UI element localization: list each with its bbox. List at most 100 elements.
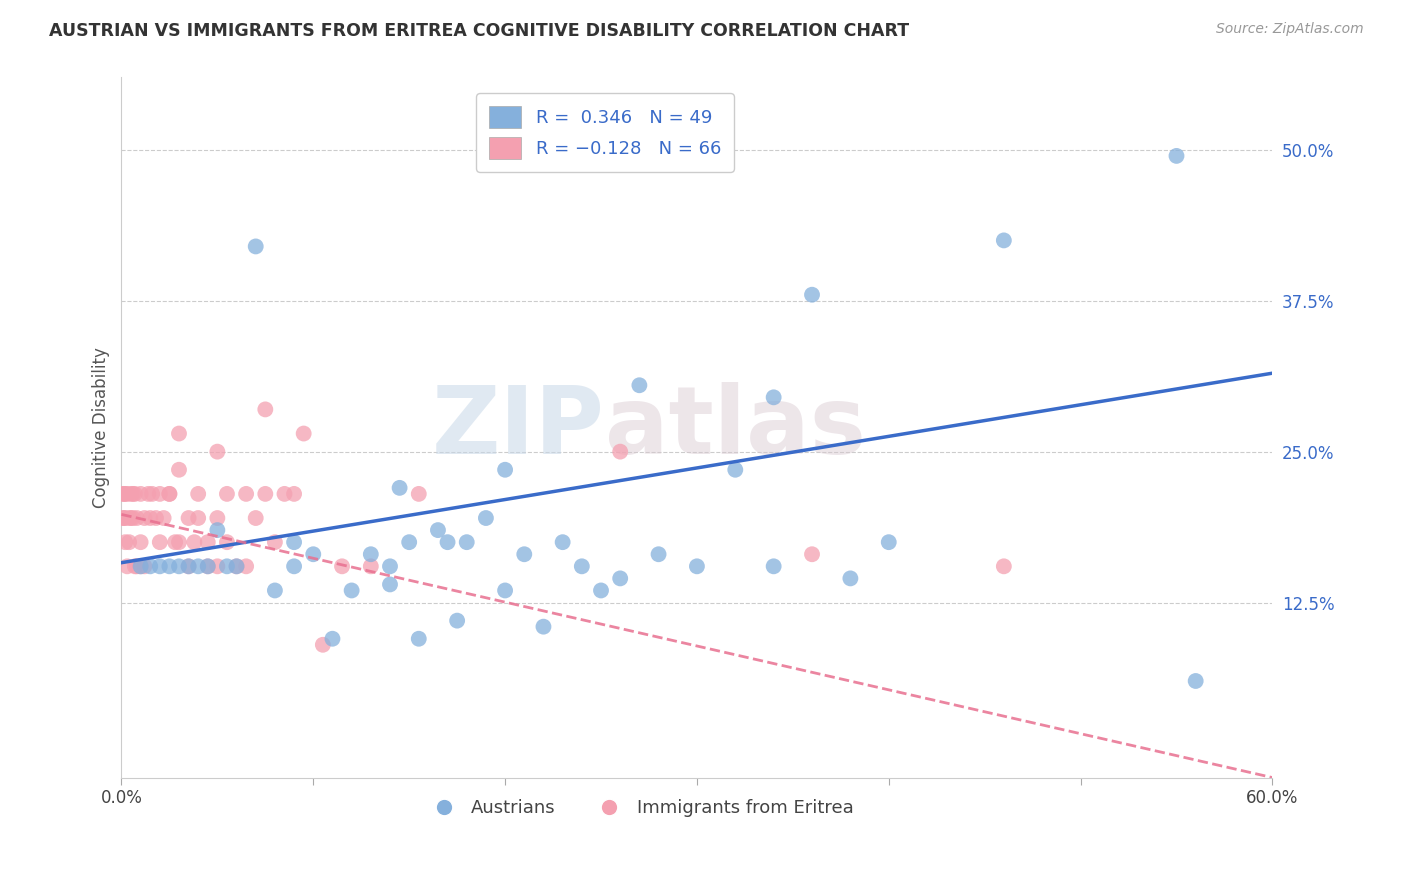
Point (183, 535, 205, 549)
Point (139, 511, 162, 525)
Point (112, 487, 135, 501)
Point (408, 632, 430, 646)
Point (141, 487, 163, 501)
Point (589, 583, 612, 598)
Point (197, 559, 219, 574)
Point (993, 234, 1015, 248)
Point (254, 487, 277, 501)
Point (197, 559, 219, 574)
Point (112, 511, 135, 525)
Point (167, 559, 190, 574)
Point (475, 511, 498, 525)
Point (167, 463, 190, 477)
Point (330, 559, 353, 574)
Point (114, 535, 136, 549)
Point (129, 535, 152, 549)
Point (207, 511, 229, 525)
Point (436, 535, 458, 549)
Point (283, 535, 305, 549)
Point (360, 547, 382, 561)
Point (762, 559, 785, 574)
Point (157, 487, 180, 501)
Point (125, 511, 148, 525)
Point (877, 535, 900, 549)
Text: atlas: atlas (605, 382, 866, 474)
Point (139, 559, 162, 574)
Point (124, 487, 146, 501)
Point (426, 523, 449, 537)
Point (152, 511, 174, 525)
Point (187, 487, 209, 501)
Point (398, 535, 420, 549)
Point (647, 547, 669, 561)
Point (177, 511, 200, 525)
Point (321, 632, 343, 646)
Point (207, 559, 229, 574)
Point (177, 559, 200, 574)
Point (245, 239, 267, 253)
Point (149, 535, 172, 549)
Point (801, 287, 824, 301)
Point (724, 463, 747, 477)
Point (273, 487, 295, 501)
Point (456, 535, 478, 549)
Point (115, 487, 138, 501)
Point (388, 481, 411, 495)
Point (839, 571, 862, 585)
Point (378, 577, 401, 591)
Point (264, 535, 287, 549)
Point (446, 614, 468, 628)
Point (264, 583, 287, 598)
Point (145, 511, 167, 525)
Point (1166, 149, 1188, 163)
Point (762, 390, 785, 404)
Point (207, 444, 229, 458)
Point (134, 559, 156, 574)
Point (118, 511, 141, 525)
Point (283, 559, 305, 574)
Point (494, 463, 516, 477)
Point (302, 547, 325, 561)
Point (609, 571, 631, 585)
Point (513, 547, 536, 561)
Text: Source: ZipAtlas.com: Source: ZipAtlas.com (1216, 22, 1364, 37)
Point (235, 487, 257, 501)
Point (187, 511, 209, 525)
Point (157, 487, 180, 501)
Point (149, 487, 172, 501)
Point (628, 378, 651, 392)
Point (125, 559, 148, 574)
Legend: Austrians, Immigrants from Eritrea: Austrians, Immigrants from Eritrea (418, 792, 860, 824)
Point (801, 547, 824, 561)
Point (122, 511, 145, 525)
Point (235, 559, 257, 574)
Point (149, 559, 172, 574)
Point (187, 559, 209, 574)
Point (136, 487, 159, 501)
Point (378, 559, 401, 574)
Point (120, 487, 142, 501)
Point (122, 487, 145, 501)
Point (225, 559, 247, 574)
Point (215, 559, 238, 574)
Point (177, 559, 200, 574)
Point (360, 559, 382, 574)
Point (129, 559, 152, 574)
Point (129, 487, 152, 501)
Point (197, 535, 219, 549)
Point (1184, 673, 1206, 688)
Point (571, 559, 593, 574)
Point (134, 511, 156, 525)
Point (112, 511, 135, 525)
Point (124, 559, 146, 574)
Point (551, 535, 574, 549)
Point (283, 487, 305, 501)
Point (114, 511, 136, 525)
Point (129, 559, 152, 574)
Point (533, 620, 555, 634)
Point (167, 535, 190, 549)
Point (118, 535, 141, 549)
Point (609, 444, 631, 458)
Point (114, 487, 136, 501)
Point (225, 559, 247, 574)
